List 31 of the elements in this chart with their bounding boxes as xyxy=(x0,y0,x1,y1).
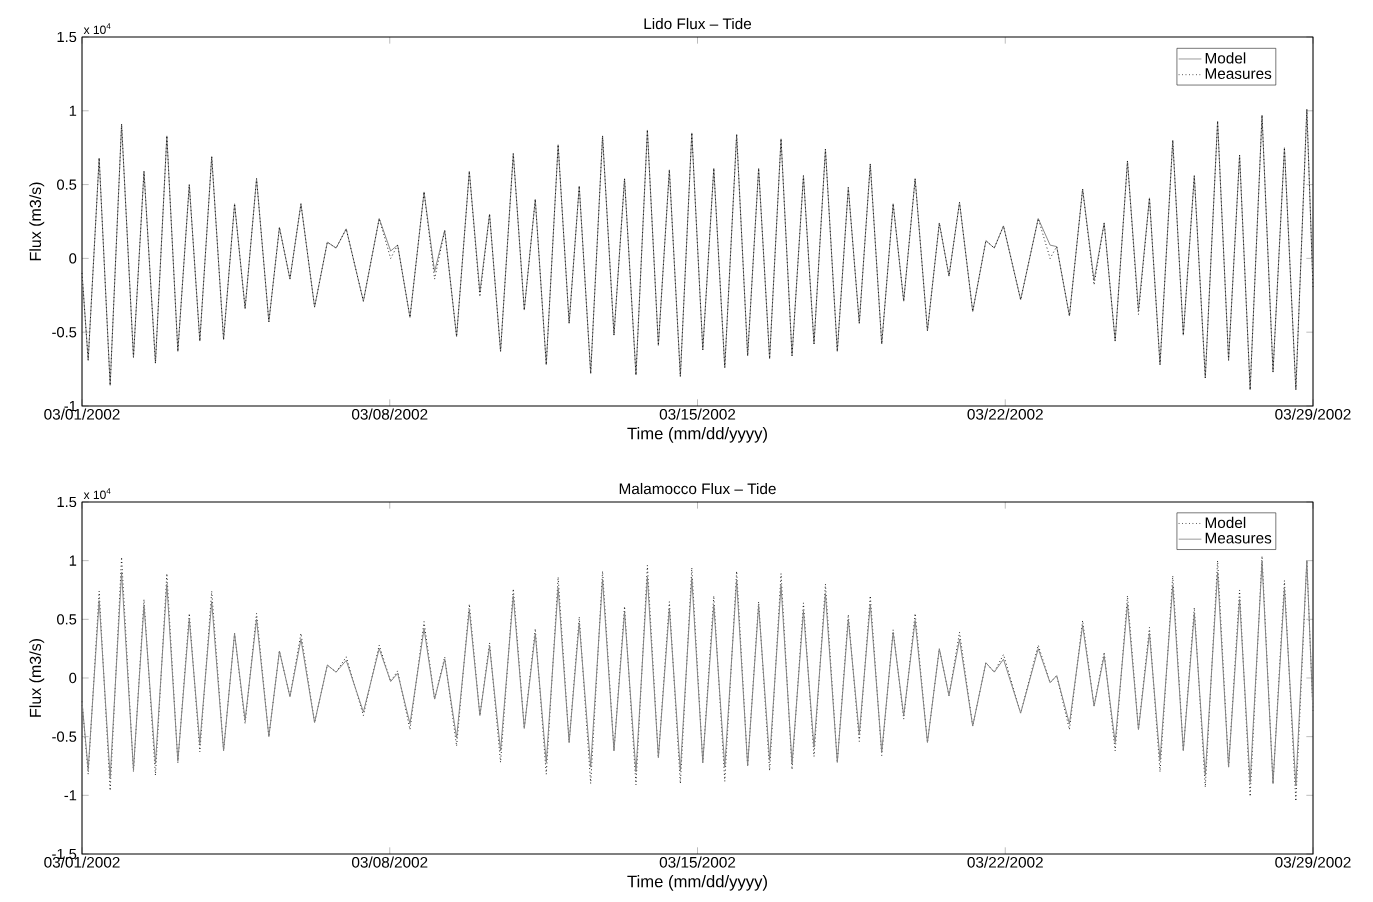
y-axis-title: Flux (m3/s) xyxy=(29,639,45,717)
x-axis-title: Time (mm/dd/yyyy) xyxy=(627,427,767,443)
y-tick-label: -1 xyxy=(64,790,77,801)
x-tick-label: 03/15/2002 xyxy=(659,408,736,420)
y-tick-label: 0.5 xyxy=(57,614,77,625)
x-tick-label: 03/29/2002 xyxy=(1275,856,1351,868)
x-tick-label: 03/08/2002 xyxy=(352,856,428,868)
y-tick-label: 0 xyxy=(69,672,77,684)
x-tick-label: 03/08/2002 xyxy=(352,408,428,420)
legend-label: Model xyxy=(1205,52,1246,64)
y-tick-label: -0.5 xyxy=(52,731,77,742)
legend-label: Measures xyxy=(1205,68,1272,79)
x-tick-label: 03/15/2002 xyxy=(659,856,736,868)
x-tick-label: 03/22/2002 xyxy=(967,856,1043,868)
text: x 10$^{4}$ xyxy=(83,23,111,35)
chart-title: Lido Flux – Tide xyxy=(644,17,752,30)
y-tick-label: 1 xyxy=(69,555,77,566)
x-tick-label: 03/22/2002 xyxy=(967,408,1043,420)
x-tick-label: 03/29/2002 xyxy=(1275,408,1351,420)
y-tick-label: 0 xyxy=(69,253,77,264)
y-tick-label: 1.5 xyxy=(57,31,77,43)
text: x 10$^{4}$ xyxy=(83,488,111,500)
y-axis-title: Flux (m3/s) xyxy=(29,182,45,261)
y-tick-label: 1.5 xyxy=(57,496,77,508)
chart-title: Malamocco Flux – Tide xyxy=(619,482,776,495)
y-tick-label: 0.5 xyxy=(57,179,77,190)
x-axis-title: Time (mm/dd/yyyy) xyxy=(627,875,767,891)
legend-label: Model xyxy=(1205,516,1246,529)
legend-label: Measures xyxy=(1205,532,1272,544)
y-tick-label: -0.5 xyxy=(52,327,77,338)
y-tick-label: 1 xyxy=(69,105,77,116)
